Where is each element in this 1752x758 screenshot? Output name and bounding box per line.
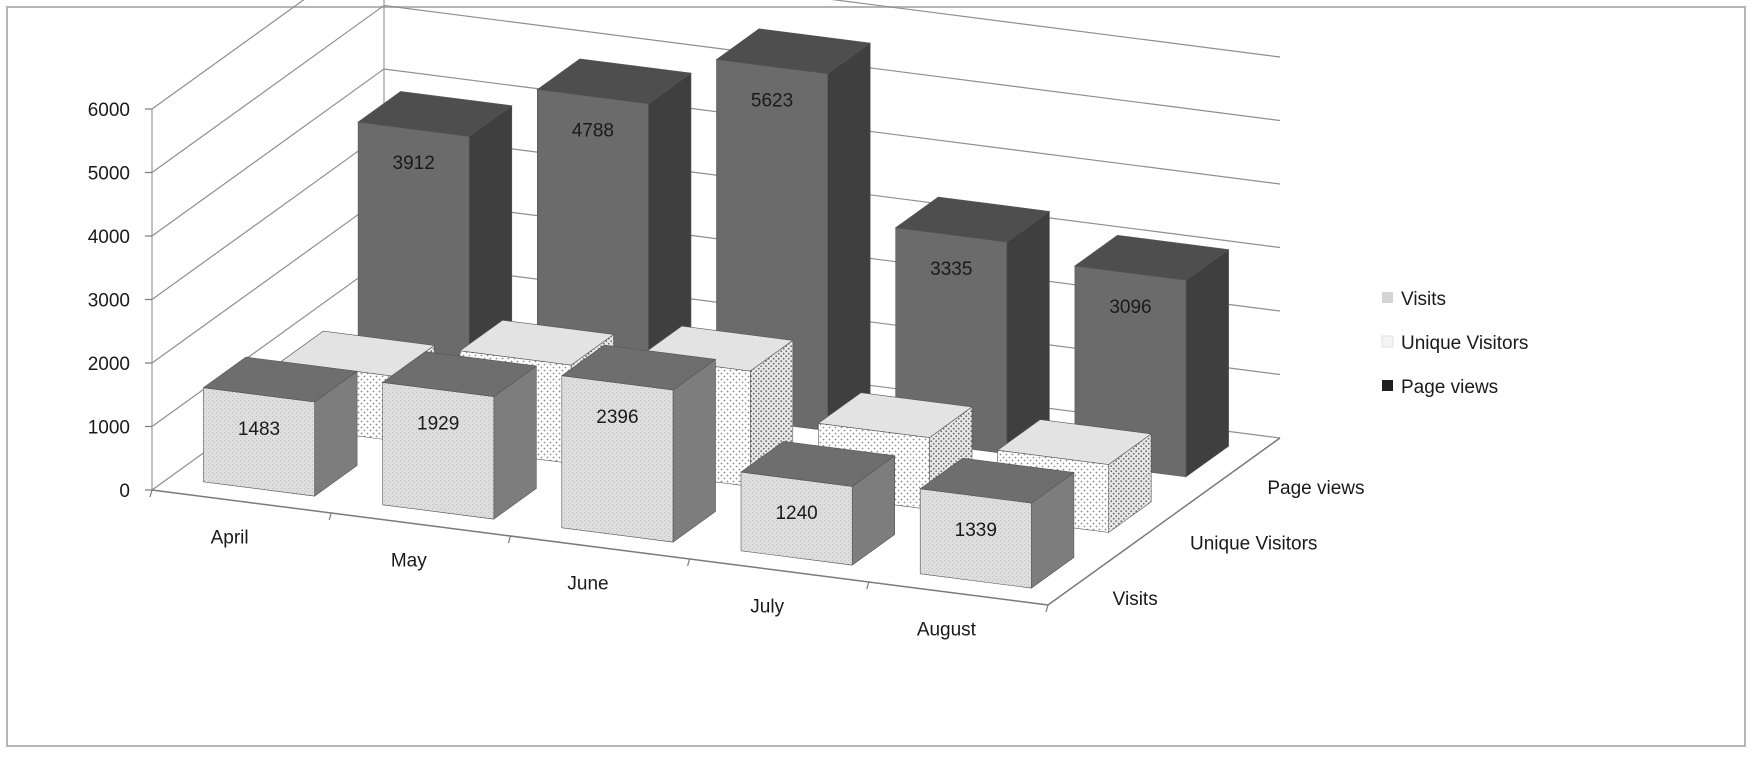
depth-axis-line [1047,437,1281,606]
data-label: 1240 [775,503,817,524]
x-tick-label: July [750,597,784,618]
bar-front [382,382,495,520]
bar-page-views: 3335 [894,196,1051,455]
chart-border [6,6,1746,747]
x-tick [149,489,153,498]
bar-visits: 1483 [202,356,358,497]
x-tick [328,512,332,521]
x-axis-line [151,489,1049,606]
y-tick-label: 2000 [88,354,130,375]
bar-side [1185,249,1229,478]
data-label: 5623 [751,91,793,112]
bar-top [919,457,1075,504]
bar-top [996,419,1152,465]
data-label: 3096 [1109,297,1151,318]
bar-top [381,351,538,397]
x-tick [687,558,691,567]
bar-top [202,356,358,403]
data-label: 2396 [596,407,638,428]
depth-tick-label: Unique Visitors [1190,534,1317,555]
bar-visits: 1240 [740,441,896,566]
x-tick [1045,604,1049,613]
legend-label: Page views [1401,377,1498,398]
bar-top [715,28,871,75]
y-tick-label: 5000 [88,164,130,185]
depth-tick-label: Page views [1267,478,1364,499]
x-tick-label: June [567,574,608,595]
bar-side [672,358,716,543]
depth-tick-label: Visits [1113,589,1158,610]
legend-swatch [1381,335,1394,348]
x-tick-label: May [391,551,427,572]
bar-visits: 1929 [381,351,538,520]
x-tick [507,535,511,544]
bar-top [817,392,973,438]
bar-top [536,58,692,105]
x-tick-label: August [917,620,977,641]
gridline [151,0,1281,110]
bar-front [561,375,674,543]
bar-page-views: 3096 [1074,234,1230,478]
y-tick-label: 6000 [88,100,130,121]
data-label: 1339 [955,520,997,541]
data-label: 3335 [930,259,972,280]
bar-top [894,196,1051,243]
y-tick-label: 0 [119,481,130,502]
data-label: 4788 [572,121,614,142]
y-tick-label: 1000 [88,418,130,439]
x-tick [866,581,870,590]
y-tick-label: 3000 [88,291,130,312]
bar-top [459,319,615,366]
bar-top [740,441,896,487]
bar-side [1006,210,1050,455]
data-label: 1929 [417,413,459,434]
data-label: 3912 [393,153,435,174]
bar-top [1074,234,1230,281]
bar-visits: 2396 [561,344,717,543]
x-tick-label: April [211,528,249,549]
bar-top [561,344,717,391]
y-tick-label: 4000 [88,227,130,248]
gridline [151,68,1281,237]
legend-swatch [1382,380,1393,391]
bar-visits: 1339 [919,457,1075,589]
bar-side [827,42,871,432]
bar-top [357,91,513,137]
bar-front [203,387,315,497]
legend-label: Unique Visitors [1401,333,1528,354]
legend-label: Visits [1401,289,1446,310]
data-label: 1483 [238,419,280,440]
bar-page-views: 3912 [357,91,513,386]
legend-swatch [1382,292,1393,303]
gridline [151,4,1281,173]
